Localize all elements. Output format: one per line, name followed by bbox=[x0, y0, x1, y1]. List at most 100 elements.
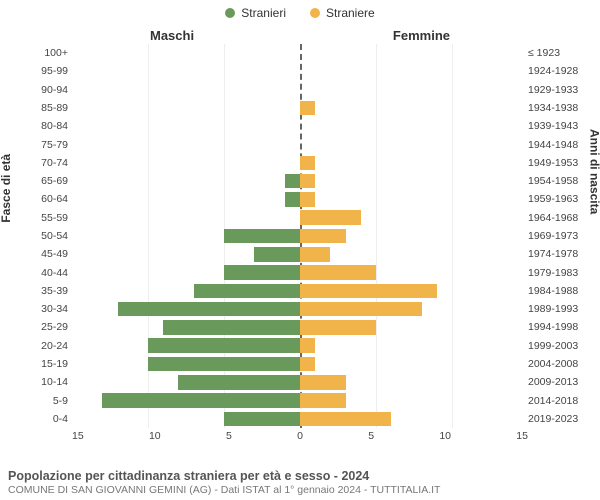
age-row bbox=[72, 263, 528, 281]
age-label: 65-69 bbox=[20, 175, 68, 187]
birthyear-label: 1929-1933 bbox=[528, 84, 586, 96]
legend-swatch-male bbox=[225, 8, 235, 18]
bar-male bbox=[285, 192, 300, 207]
age-label: 40-44 bbox=[20, 267, 68, 279]
y-axis-title-left: Fasce di età bbox=[0, 154, 13, 223]
birthyear-label: 2019-2023 bbox=[528, 413, 586, 425]
bar-male bbox=[285, 174, 300, 189]
age-label: 80-84 bbox=[20, 120, 68, 132]
age-row bbox=[72, 44, 528, 62]
age-label: 75-79 bbox=[20, 139, 68, 151]
age-row bbox=[72, 62, 528, 80]
bar-female bbox=[300, 302, 422, 317]
bar-female bbox=[300, 393, 346, 408]
birthyear-label: 1969-1973 bbox=[528, 230, 586, 242]
age-row bbox=[72, 190, 528, 208]
column-title-female: Femmine bbox=[393, 28, 450, 43]
x-tick: 15 bbox=[72, 430, 84, 442]
bar-female bbox=[300, 338, 315, 353]
legend-item-female: Straniere bbox=[310, 6, 375, 20]
legend-item-male: Stranieri bbox=[225, 6, 286, 20]
age-row bbox=[72, 355, 528, 373]
legend: Stranieri Straniere bbox=[0, 0, 600, 20]
birthyear-label: ≤ 1923 bbox=[528, 47, 586, 59]
birthyear-label: 1939-1943 bbox=[528, 120, 586, 132]
birthyear-label: 1979-1983 bbox=[528, 267, 586, 279]
birthyear-label: 2014-2018 bbox=[528, 395, 586, 407]
bar-male bbox=[178, 375, 300, 390]
bar-female bbox=[300, 247, 330, 262]
age-row bbox=[72, 99, 528, 117]
x-tick: 10 bbox=[149, 430, 161, 442]
column-title-male: Maschi bbox=[150, 28, 194, 43]
birthyear-label: 2004-2008 bbox=[528, 358, 586, 370]
birthyear-label: 1949-1953 bbox=[528, 157, 586, 169]
age-label: 30-34 bbox=[20, 303, 68, 315]
birthyear-label: 1989-1993 bbox=[528, 303, 586, 315]
x-tick: 0 bbox=[297, 430, 303, 442]
age-label: 60-64 bbox=[20, 193, 68, 205]
age-label: 5-9 bbox=[20, 395, 68, 407]
bar-male bbox=[224, 229, 300, 244]
age-label: 15-19 bbox=[20, 358, 68, 370]
age-label: 10-14 bbox=[20, 376, 68, 388]
age-row bbox=[72, 282, 528, 300]
bar-male bbox=[148, 357, 300, 372]
x-tick: 15 bbox=[516, 430, 528, 442]
legend-swatch-female bbox=[310, 8, 320, 18]
bar-female bbox=[300, 210, 361, 225]
age-row bbox=[72, 300, 528, 318]
x-axis: 15105051015 bbox=[72, 430, 528, 448]
age-row bbox=[72, 117, 528, 135]
bar-male bbox=[194, 284, 300, 299]
legend-label-female: Straniere bbox=[326, 6, 375, 20]
age-row bbox=[72, 391, 528, 409]
bar-female bbox=[300, 174, 315, 189]
age-label: 90-94 bbox=[20, 84, 68, 96]
birthyear-label: 1984-1988 bbox=[528, 285, 586, 297]
age-label: 20-24 bbox=[20, 340, 68, 352]
bar-female bbox=[300, 320, 376, 335]
bar-female bbox=[300, 265, 376, 280]
legend-label-male: Stranieri bbox=[241, 6, 286, 20]
age-label: 70-74 bbox=[20, 157, 68, 169]
age-label: 25-29 bbox=[20, 321, 68, 333]
caption-title: Popolazione per cittadinanza straniera p… bbox=[8, 469, 592, 483]
birthyear-label: 1994-1998 bbox=[528, 321, 586, 333]
x-tick: 5 bbox=[368, 430, 374, 442]
bar-male bbox=[163, 320, 300, 335]
age-label: 0-4 bbox=[20, 413, 68, 425]
age-row bbox=[72, 245, 528, 263]
caption-block: Popolazione per cittadinanza straniera p… bbox=[8, 469, 592, 496]
birthyear-label: 1964-1968 bbox=[528, 212, 586, 224]
age-row bbox=[72, 209, 528, 227]
bar-male bbox=[224, 412, 300, 427]
bar-male bbox=[148, 338, 300, 353]
population-pyramid-chart: Stranieri Straniere Maschi Femmine Fasce… bbox=[0, 0, 600, 500]
age-row bbox=[72, 318, 528, 336]
age-row bbox=[72, 135, 528, 153]
age-row bbox=[72, 227, 528, 245]
x-tick: 5 bbox=[226, 430, 232, 442]
age-label: 35-39 bbox=[20, 285, 68, 297]
age-row bbox=[72, 172, 528, 190]
bar-female bbox=[300, 284, 437, 299]
bar-male bbox=[118, 302, 300, 317]
age-label: 95-99 bbox=[20, 65, 68, 77]
plot-area bbox=[72, 44, 528, 428]
bar-male bbox=[102, 393, 300, 408]
bar-male bbox=[254, 247, 300, 262]
birthyear-label: 1924-1928 bbox=[528, 65, 586, 77]
birthyear-label: 1934-1938 bbox=[528, 102, 586, 114]
bar-female bbox=[300, 156, 315, 171]
birthyear-label: 2009-2013 bbox=[528, 376, 586, 388]
birthyear-label: 1999-2003 bbox=[528, 340, 586, 352]
bar-female bbox=[300, 192, 315, 207]
bar-female bbox=[300, 375, 346, 390]
age-label: 55-59 bbox=[20, 212, 68, 224]
age-label: 50-54 bbox=[20, 230, 68, 242]
age-label: 85-89 bbox=[20, 102, 68, 114]
birthyear-label: 1959-1963 bbox=[528, 193, 586, 205]
age-row bbox=[72, 337, 528, 355]
age-row bbox=[72, 154, 528, 172]
